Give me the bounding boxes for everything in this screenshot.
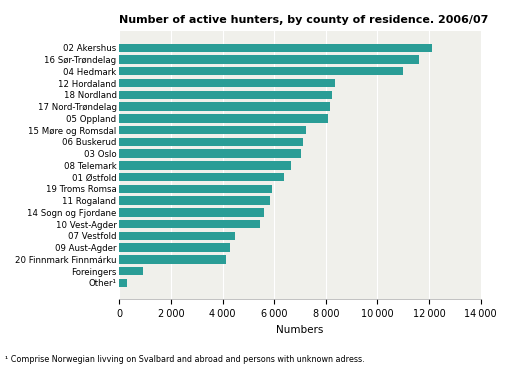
Bar — [119, 79, 335, 87]
Bar — [119, 138, 303, 146]
Bar — [119, 161, 291, 169]
Text: Number of active hunters, by county of residence. 2006/07: Number of active hunters, by county of r… — [119, 15, 488, 25]
Bar — [119, 173, 285, 181]
Bar — [119, 126, 307, 134]
Bar — [119, 196, 270, 205]
Bar — [119, 67, 403, 75]
Bar — [119, 55, 419, 64]
Bar — [119, 243, 230, 252]
Bar — [119, 255, 226, 264]
Bar — [119, 90, 332, 99]
Bar — [119, 267, 142, 275]
Bar — [119, 102, 330, 111]
Text: ¹ Comprise Norwegian livving on Svalbard and abroad and persons with unknown adr: ¹ Comprise Norwegian livving on Svalbard… — [5, 355, 365, 364]
X-axis label: Numbers: Numbers — [276, 325, 324, 335]
Bar — [119, 220, 260, 228]
Bar — [119, 279, 127, 287]
Bar — [119, 44, 432, 52]
Bar — [119, 149, 301, 158]
Bar — [119, 184, 271, 193]
Bar — [119, 114, 328, 123]
Bar — [119, 208, 264, 217]
Bar — [119, 232, 236, 240]
